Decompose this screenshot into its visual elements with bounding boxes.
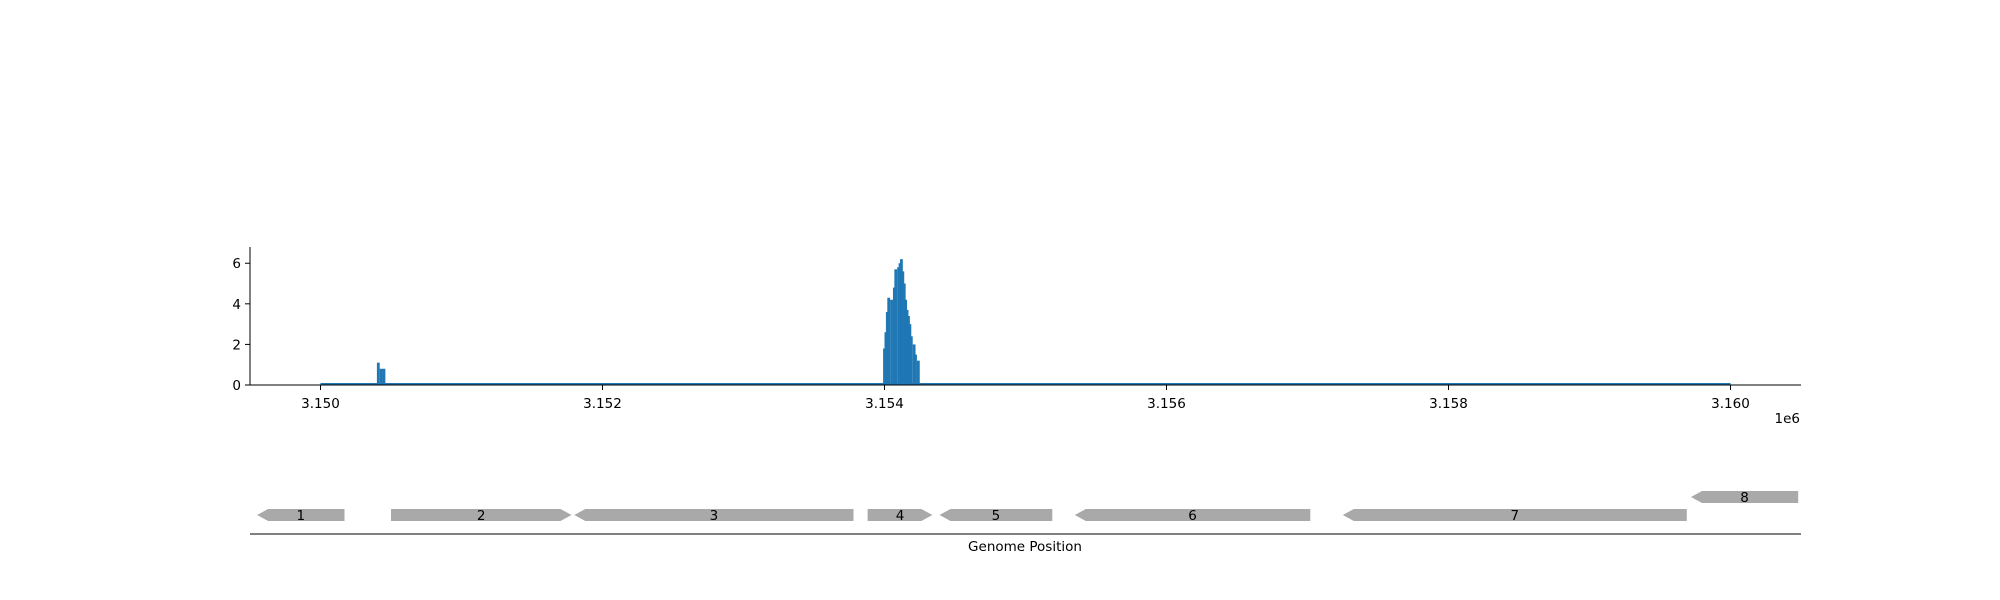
coverage-bar [376, 362, 380, 385]
coverage-bar [890, 299, 893, 385]
gene-arrow [574, 509, 854, 521]
gene-map: 1 2 3 4 5 6 7 8 Genome Position [250, 490, 1801, 555]
y-tick-label: 6 [232, 256, 241, 272]
coverage-bar [379, 368, 383, 385]
gene-label: 4 [896, 508, 905, 524]
gene-label: 3 [710, 508, 719, 524]
gene-arrow [257, 509, 345, 521]
gene-arrow [1342, 509, 1687, 521]
gene-arrow [867, 509, 933, 521]
y-axis-ticks: 0 2 4 6 [232, 256, 250, 394]
gene-arrow [1691, 491, 1799, 503]
gene-arrow [1074, 509, 1311, 521]
coverage-bar [909, 336, 913, 385]
coverage-bar [901, 271, 905, 385]
gene-map-xlabel: Genome Position [968, 539, 1082, 555]
x-tick-label: 3.156 [1147, 396, 1186, 412]
x-tick-label: 3.158 [1429, 396, 1468, 412]
x-tick-label: 3.154 [865, 396, 904, 412]
gene-arrow [939, 509, 1053, 521]
coverage-bar [916, 360, 920, 385]
y-tick-label: 2 [232, 337, 241, 353]
x-axis-offset-label: 1e6 [1775, 411, 1800, 427]
gene-arrows: 1 2 3 4 5 6 7 8 [257, 490, 1799, 524]
gene-label: 2 [477, 508, 486, 524]
coverage-bar [382, 368, 386, 385]
gene-label: 6 [1188, 508, 1197, 524]
coverage-bars [376, 259, 920, 385]
x-tick-label: 3.150 [301, 396, 340, 412]
gene-label: 5 [992, 508, 1001, 524]
gene-label: 7 [1511, 508, 1520, 524]
gene-arrow [391, 509, 572, 521]
x-tick-label: 3.152 [583, 396, 622, 412]
coverage-bar [914, 354, 917, 385]
y-tick-label: 4 [232, 297, 241, 313]
coverage-bar [885, 311, 889, 385]
coverage-bar [894, 269, 898, 385]
coverage-bar [887, 297, 891, 385]
x-axis-ticks: 3.150 3.152 3.154 3.156 3.158 3.160 [301, 385, 1750, 412]
y-tick-label: 0 [232, 378, 241, 394]
gene-label: 1 [297, 508, 306, 524]
gene-label: 8 [1740, 490, 1749, 506]
coverage-plot: 0 2 4 6 3.150 3.152 3.154 3.156 3.158 3.160 1e6 [232, 247, 1801, 427]
x-tick-label: 3.160 [1711, 396, 1750, 412]
